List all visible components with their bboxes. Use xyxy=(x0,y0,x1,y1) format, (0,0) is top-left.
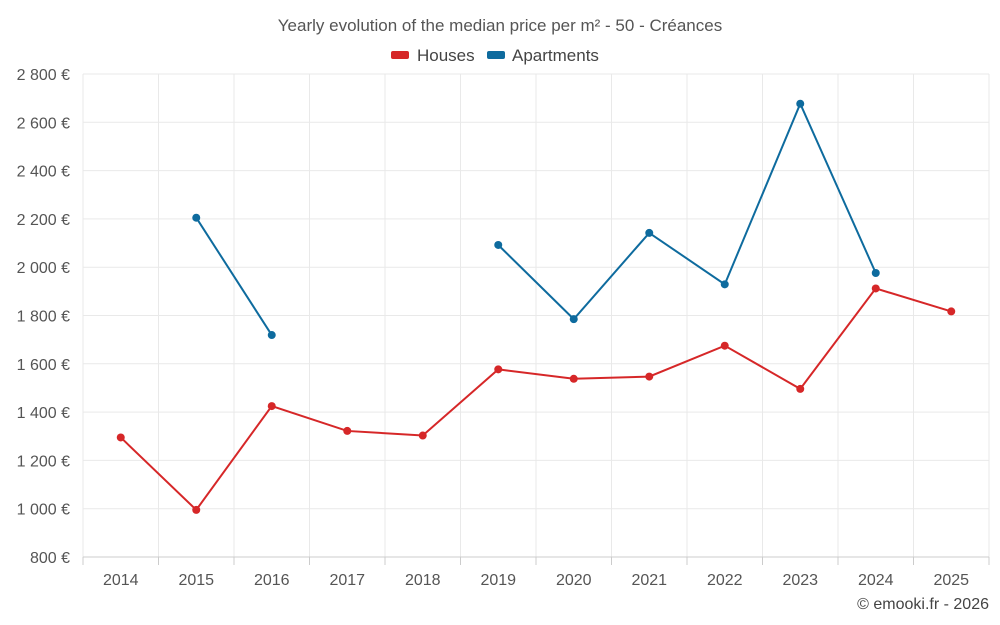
x-tick-label: 2020 xyxy=(556,572,592,589)
data-point[interactable] xyxy=(116,433,125,442)
y-tick-label: 2 800 € xyxy=(17,67,70,84)
series-line xyxy=(497,101,877,321)
data-point[interactable] xyxy=(494,365,503,374)
x-tick-label: 2023 xyxy=(782,572,818,589)
legend-item-houses[interactable]: Houses xyxy=(391,46,475,65)
x-axis: 2014 2015 2016 2017 2018 2019 2020 2021 2022 2023… xyxy=(103,572,969,589)
data-point[interactable] xyxy=(720,341,729,350)
series-layer xyxy=(116,99,956,514)
x-tick-label: 2022 xyxy=(707,572,743,589)
x-tick-label: 2025 xyxy=(933,572,969,589)
y-tick-label: 1 400 € xyxy=(17,405,70,422)
x-tick-label: 2017 xyxy=(329,572,365,589)
legend: Houses Apartments xyxy=(391,46,599,65)
data-point[interactable] xyxy=(871,284,880,293)
legend-label: Houses xyxy=(417,46,475,65)
x-tick-label: 2018 xyxy=(405,572,441,589)
data-point[interactable] xyxy=(796,99,805,108)
x-tick-label: 2024 xyxy=(858,572,894,589)
legend-swatch xyxy=(391,51,409,59)
x-tick-label: 2021 xyxy=(631,572,667,589)
chart-title: Yearly evolution of the median price per… xyxy=(278,16,722,35)
x-tick-label: 2016 xyxy=(254,572,290,589)
data-point[interactable] xyxy=(720,280,729,289)
y-tick-label: 1 000 € xyxy=(17,502,70,519)
data-point[interactable] xyxy=(645,228,654,237)
grid xyxy=(82,73,990,565)
data-point[interactable] xyxy=(267,331,276,340)
y-tick-label: 1 600 € xyxy=(17,357,70,374)
y-tick-label: 2 600 € xyxy=(17,115,70,132)
data-point[interactable] xyxy=(796,384,805,393)
data-point[interactable] xyxy=(192,505,201,514)
y-tick-label: 2 200 € xyxy=(17,212,70,229)
series-apartments xyxy=(192,99,880,340)
y-tick-label: 1 200 € xyxy=(17,453,70,470)
y-tick-label: 2 400 € xyxy=(17,164,70,181)
y-tick-label: 1 800 € xyxy=(17,309,70,326)
data-point[interactable] xyxy=(569,315,578,324)
data-point[interactable] xyxy=(343,426,352,435)
data-point[interactable] xyxy=(947,307,956,316)
legend-label: Apartments xyxy=(512,46,599,65)
data-point[interactable] xyxy=(418,431,427,440)
series-line xyxy=(195,217,273,336)
legend-item-apartments[interactable]: Apartments xyxy=(487,46,599,65)
y-tick-label: 2 000 € xyxy=(17,260,70,277)
series-houses xyxy=(116,284,956,514)
y-tick-label: 800 € xyxy=(30,550,70,567)
data-point[interactable] xyxy=(267,402,276,411)
legend-swatch xyxy=(487,51,505,59)
series-line xyxy=(120,287,952,512)
data-point[interactable] xyxy=(569,374,578,383)
data-point[interactable] xyxy=(494,240,503,249)
x-tick-label: 2015 xyxy=(178,572,214,589)
data-point[interactable] xyxy=(645,372,654,381)
y-axis: 800 € 1 000 € 1 200 € 1 400 € 1 600 € 1 800 €… xyxy=(17,67,70,567)
x-tick-label: 2014 xyxy=(103,572,139,589)
data-point[interactable] xyxy=(192,213,201,222)
data-point[interactable] xyxy=(871,268,880,277)
x-tick-label: 2019 xyxy=(480,572,516,589)
credit-text: © emooki.fr - 2026 xyxy=(857,596,989,613)
